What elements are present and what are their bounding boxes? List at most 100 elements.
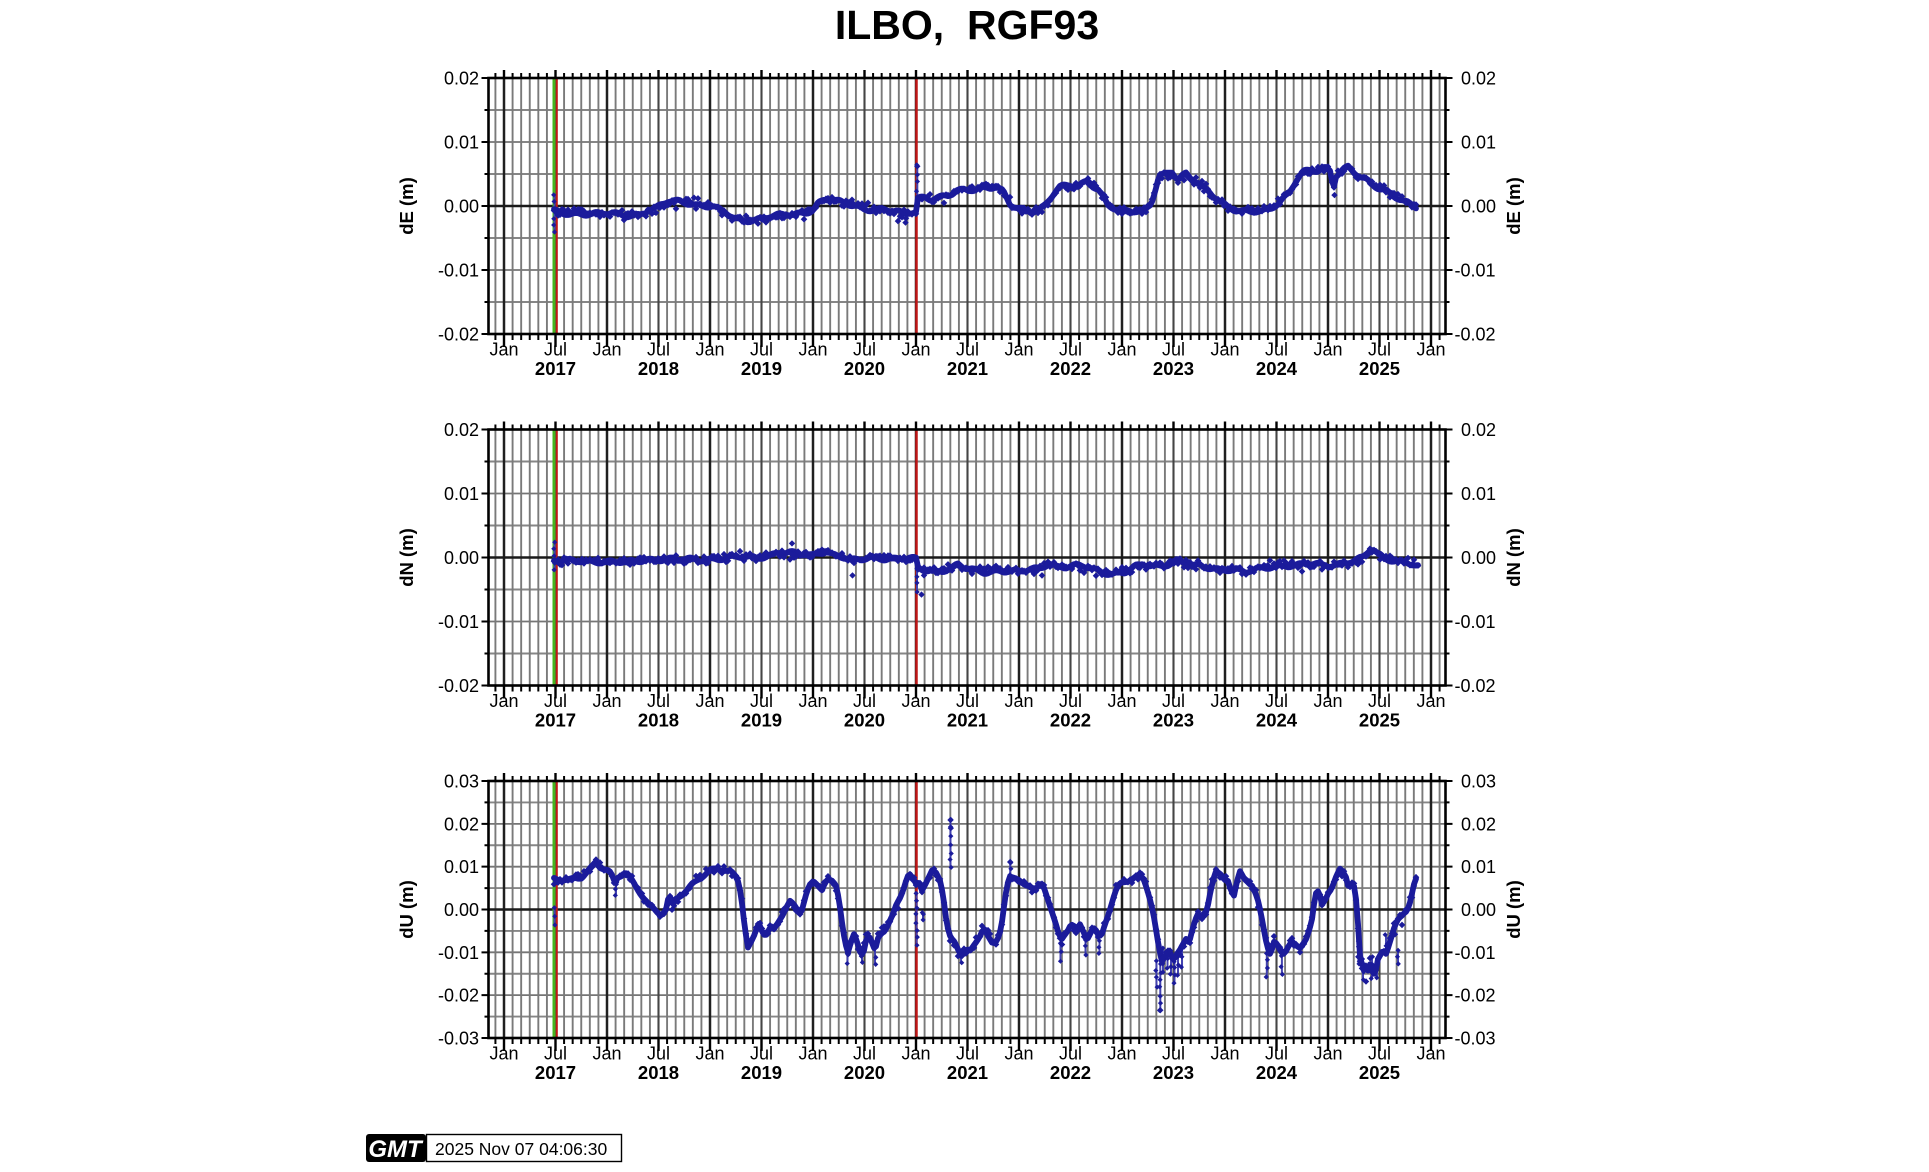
svg-text:0.03: 0.03 [1461,772,1496,792]
svg-text:0.00: 0.00 [444,900,479,920]
svg-text:2019: 2019 [741,710,782,731]
svg-text:Jul: Jul [1368,1044,1391,1064]
svg-text:2023: 2023 [1153,358,1194,379]
svg-text:dE (m): dE (m) [1503,177,1524,235]
svg-text:0.02: 0.02 [444,69,479,89]
svg-text:2021: 2021 [947,710,988,731]
svg-text:0.00: 0.00 [1461,548,1496,568]
svg-text:0.02: 0.02 [1461,69,1496,89]
svg-text:Jan: Jan [592,1044,621,1064]
svg-text:Jul: Jul [1059,340,1082,360]
svg-text:Jan: Jan [1107,340,1136,360]
svg-text:dE (m): dE (m) [396,177,417,235]
svg-text:dN (m): dN (m) [396,528,417,587]
svg-text:Jan: Jan [489,691,518,711]
svg-text:0.01: 0.01 [444,133,479,153]
svg-text:Jul: Jul [1162,691,1185,711]
svg-text:0.01: 0.01 [1461,484,1496,504]
svg-text:0.03: 0.03 [444,772,479,792]
svg-text:Jan: Jan [1416,691,1445,711]
svg-text:Jan: Jan [1416,1044,1445,1064]
svg-text:-0.01: -0.01 [1455,612,1496,632]
svg-text:Jan: Jan [901,691,930,711]
svg-text:0.02: 0.02 [444,420,479,440]
svg-text:Jan: Jan [798,340,827,360]
svg-text:2022: 2022 [1050,710,1091,731]
svg-text:Jul: Jul [853,340,876,360]
svg-text:Jan: Jan [901,1044,930,1064]
svg-text:2018: 2018 [638,358,679,379]
svg-text:Jan: Jan [592,340,621,360]
svg-text:Jul: Jul [1265,1044,1288,1064]
svg-text:2022: 2022 [1050,358,1091,379]
svg-text:Jul: Jul [647,691,670,711]
svg-text:Jul: Jul [750,1044,773,1064]
svg-text:-0.02: -0.02 [438,986,479,1006]
svg-text:2017: 2017 [535,710,576,731]
svg-text:-0.01: -0.01 [1455,943,1496,963]
svg-text:Jan: Jan [695,691,724,711]
svg-text:2020: 2020 [844,710,885,731]
svg-text:2025 Nov 07 04:06:30: 2025 Nov 07 04:06:30 [435,1139,607,1159]
svg-text:0.00: 0.00 [444,197,479,217]
svg-text:-0.02: -0.02 [438,676,479,696]
svg-text:2025: 2025 [1359,710,1400,731]
svg-text:Jul: Jul [1368,340,1391,360]
svg-text:-0.01: -0.01 [438,943,479,963]
svg-text:dN (m): dN (m) [1503,528,1524,587]
svg-text:Jul: Jul [544,691,567,711]
svg-text:Jan: Jan [695,1044,724,1064]
svg-text:Jul: Jul [1162,340,1185,360]
svg-text:Jul: Jul [544,340,567,360]
svg-text:Jul: Jul [853,691,876,711]
svg-text:Jan: Jan [1004,691,1033,711]
svg-text:Jan: Jan [592,691,621,711]
svg-text:GMT: GMT [368,1136,424,1163]
svg-text:0.01: 0.01 [444,484,479,504]
svg-text:Jan: Jan [1107,1044,1136,1064]
svg-text:2018: 2018 [638,710,679,731]
svg-text:Jan: Jan [1210,340,1239,360]
svg-text:Jan: Jan [489,1044,518,1064]
svg-text:2025: 2025 [1359,1062,1400,1083]
svg-text:Jan: Jan [798,691,827,711]
svg-text:Jul: Jul [1059,691,1082,711]
svg-text:0.00: 0.00 [1461,900,1496,920]
svg-text:-0.02: -0.02 [438,325,479,345]
svg-text:Jan: Jan [1004,340,1033,360]
svg-text:Jan: Jan [901,340,930,360]
svg-text:0.00: 0.00 [444,548,479,568]
svg-text:-0.03: -0.03 [438,1029,479,1049]
svg-text:0.00: 0.00 [1461,197,1496,217]
svg-text:2023: 2023 [1153,1062,1194,1083]
svg-text:0.01: 0.01 [444,857,479,877]
svg-text:2021: 2021 [947,358,988,379]
svg-text:Jul: Jul [647,340,670,360]
svg-text:Jan: Jan [1313,691,1342,711]
svg-text:0.02: 0.02 [1461,420,1496,440]
svg-text:Jul: Jul [647,1044,670,1064]
svg-text:2022: 2022 [1050,1062,1091,1083]
svg-text:-0.02: -0.02 [1455,325,1496,345]
svg-text:ILBO, RGF93: ILBO, RGF93 [835,2,1099,48]
svg-text:Jul: Jul [956,340,979,360]
svg-text:-0.02: -0.02 [1455,676,1496,696]
svg-text:Jan: Jan [1210,1044,1239,1064]
svg-text:0.02: 0.02 [444,814,479,834]
svg-text:2025: 2025 [1359,358,1400,379]
svg-text:Jul: Jul [750,691,773,711]
svg-text:Jul: Jul [1368,691,1391,711]
svg-text:-0.03: -0.03 [1455,1029,1496,1049]
svg-text:Jan: Jan [1210,691,1239,711]
svg-text:Jul: Jul [956,1044,979,1064]
svg-text:Jul: Jul [853,1044,876,1064]
svg-text:0.02: 0.02 [1461,814,1496,834]
svg-text:2023: 2023 [1153,710,1194,731]
svg-text:0.01: 0.01 [1461,857,1496,877]
svg-text:2024: 2024 [1256,1062,1298,1083]
svg-text:2021: 2021 [947,1062,988,1083]
svg-text:-0.02: -0.02 [1455,986,1496,1006]
svg-text:Jan: Jan [695,340,724,360]
svg-text:-0.01: -0.01 [438,261,479,281]
svg-text:Jul: Jul [1059,1044,1082,1064]
